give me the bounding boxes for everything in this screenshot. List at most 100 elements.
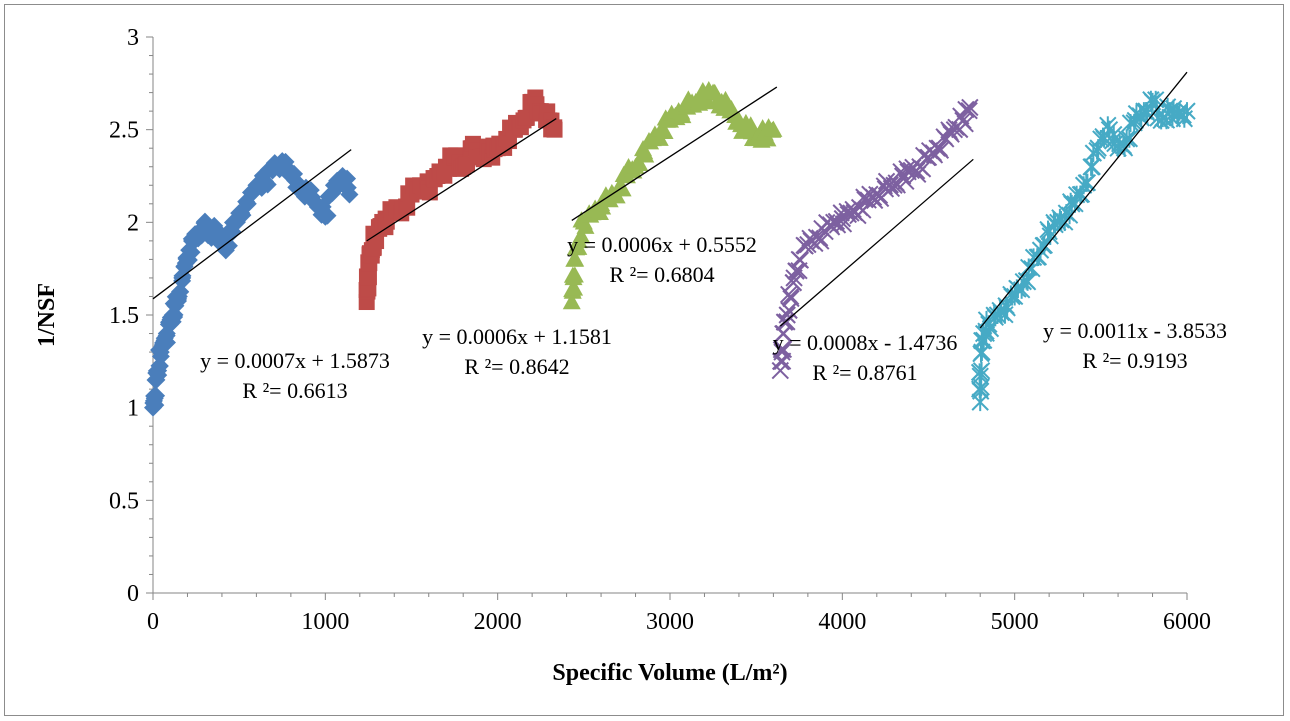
data-point-asterisk (1178, 102, 1196, 121)
x-tick-label: 3000 (646, 609, 694, 635)
r-squared-label: R ²= 0.8642 (464, 354, 569, 379)
data-point-triangle (562, 293, 581, 310)
trendline-equation: y = 0.0008x - 1.4736 (773, 330, 958, 355)
data-point-diamond (147, 386, 166, 405)
data-point-x-stroke (775, 324, 793, 343)
data-point-x (881, 176, 899, 194)
data-point-diamond (318, 206, 337, 225)
x-tick-label: 0 (147, 609, 159, 635)
y-tick-label: 1 (127, 396, 139, 422)
data-point-x (782, 289, 800, 308)
data-point-x (838, 202, 856, 221)
trendline (366, 118, 557, 242)
trendline-equation: y = 0.0006x + 0.5552 (567, 232, 757, 257)
y-tick-label: 3 (127, 25, 139, 51)
data-point-triangle (741, 116, 760, 133)
data-point-triangle (655, 122, 674, 139)
x-tick-label: 5000 (991, 609, 1039, 635)
trendlines (152, 71, 1188, 329)
data-point-triangle (636, 146, 655, 163)
data-point-x-stroke (772, 340, 791, 359)
data-point-diamond (340, 185, 359, 204)
x-tick-label: 6000 (1163, 609, 1211, 635)
data-point-diamond (173, 271, 192, 290)
data-point-triangle (566, 250, 585, 267)
data-point-triangle (673, 106, 692, 124)
y-tick-label: 0.5 (109, 488, 139, 514)
data-point-x-stroke (960, 101, 978, 120)
data-point-x-stroke (838, 202, 856, 221)
data-point-x-stroke (902, 161, 920, 180)
data-point-asterisk (972, 361, 991, 380)
data-point-x-stroke (842, 204, 860, 222)
trendline-equation: y = 0.0007x + 1.5873 (200, 348, 390, 373)
data-point-x (784, 273, 802, 292)
data-point-square (421, 184, 438, 201)
data-point-diamond (151, 347, 170, 366)
equation-labels: y = 0.0007x + 1.5873 R ²= 0.6613 y = 0.000… (200, 232, 1227, 403)
data-point-x (888, 176, 907, 194)
y-tick-label: 2 (127, 210, 139, 236)
data-point-x-stroke (956, 115, 974, 133)
data-point-x-stroke (774, 340, 793, 359)
data-point-square (546, 121, 563, 138)
data-point-triangle (572, 227, 591, 244)
r-squared-label: R ²= 0.6804 (609, 262, 714, 287)
data-point-x-stroke (780, 301, 798, 319)
data-point-x-stroke (898, 160, 916, 178)
data-point-diamond (258, 175, 277, 194)
data-point-x-stroke (784, 273, 802, 292)
data-point-x (787, 262, 805, 280)
data-point-diamond (179, 251, 198, 270)
trendline (979, 71, 1188, 329)
data-point-x (956, 115, 974, 133)
x-tick-label: 1000 (301, 609, 349, 635)
data-point-x (772, 340, 791, 359)
data-point-x-stroke (957, 100, 975, 119)
data-point-x-stroke (781, 287, 800, 306)
data-point-x (791, 251, 810, 269)
data-point-x (781, 287, 800, 306)
data-point-x-stroke (785, 269, 803, 287)
data-point-x-stroke (961, 98, 979, 117)
x-tick-label: 4000 (818, 609, 866, 635)
data-point-x (774, 340, 793, 359)
data-point-x (960, 101, 978, 120)
data-point-x-stroke (881, 176, 899, 194)
axes: 0 0.5 1 1.5 2 2.5 3 0 1000 2000 3000 4000 5000 6000 (109, 25, 1211, 635)
data-point-asterisk (1083, 157, 1101, 176)
y-tick-label: 1.5 (109, 303, 139, 329)
data-point-x (778, 306, 796, 324)
data-point-x (931, 141, 950, 159)
x-tick-label: 2000 (474, 609, 522, 635)
data-point-triangle (576, 217, 595, 234)
r-squared-label: R ²= 0.8761 (812, 360, 917, 385)
chart-frame (4, 4, 1284, 716)
data-point-x-stroke (859, 191, 877, 209)
data-point-x (785, 269, 803, 287)
r-squared-label: R ²= 0.6613 (242, 378, 347, 403)
data-point-x (961, 98, 979, 117)
data-point-x-stroke (778, 306, 796, 324)
data-point-triangle (758, 130, 777, 147)
data-point-x-stroke (782, 289, 800, 308)
y-axis-title: 1/NSF (34, 283, 60, 347)
y-tick-label: 2.5 (109, 118, 139, 144)
data-point-x-stroke (791, 251, 810, 269)
data-point-triangle (630, 154, 649, 171)
data-point-asterisk (1120, 129, 1139, 148)
trendline (571, 86, 778, 222)
y-tick-label: 0 (127, 581, 139, 607)
chart-marks (144, 81, 1196, 417)
trendline (152, 149, 352, 300)
data-point-asterisk (1117, 129, 1136, 148)
data-point-triangle (764, 120, 783, 137)
data-point-triangle (565, 279, 584, 296)
data-point-x-stroke (854, 201, 872, 219)
data-point-square (360, 269, 377, 286)
trendline-equation: y = 0.0011x - 3.8533 (1043, 318, 1227, 343)
data-point-x (957, 100, 975, 119)
data-point-x-stroke (787, 262, 805, 280)
data-point-x-stroke (913, 160, 932, 178)
